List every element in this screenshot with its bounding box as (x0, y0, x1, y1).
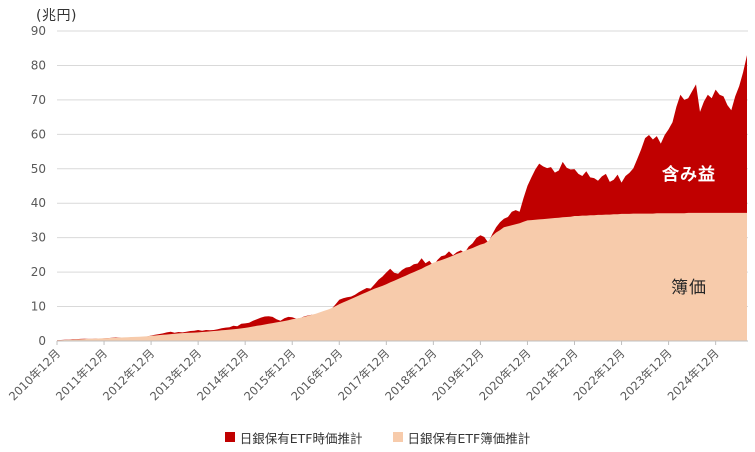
legend-label: 日銀保有ETF簿価推計 (407, 430, 531, 446)
y-tick-label: 80 (31, 58, 46, 72)
legend-swatch (224, 432, 235, 442)
legend-swatch (392, 432, 403, 442)
legend-item-market-value: 日銀保有ETF時価推計 (224, 428, 363, 447)
y-tick-label: 10 (31, 300, 46, 314)
annotation-unrealized-gain: 含み益 (662, 165, 716, 185)
y-tick-label: 60 (31, 127, 46, 141)
y-tick-label: 70 (31, 93, 46, 107)
y-tick-label: 40 (31, 196, 46, 210)
legend-label: 日銀保有ETF時価推計 (239, 430, 363, 446)
y-tick-label: 90 (31, 24, 46, 38)
y-tick-label: 20 (31, 265, 46, 279)
chart-legend: 日銀保有ETF時価推計 日銀保有ETF簿価推計 (0, 428, 755, 446)
y-tick-label: 0 (38, 334, 46, 348)
y-tick-label: 30 (31, 231, 46, 245)
area-book-value (57, 212, 747, 341)
annotation-book-value: 簿価 (671, 278, 707, 298)
legend-item-book-value: 日銀保有ETF簿価推計 (392, 428, 531, 447)
y-tick-label: 50 (31, 162, 46, 176)
y-axis-unit-label: (兆円) (36, 8, 77, 24)
